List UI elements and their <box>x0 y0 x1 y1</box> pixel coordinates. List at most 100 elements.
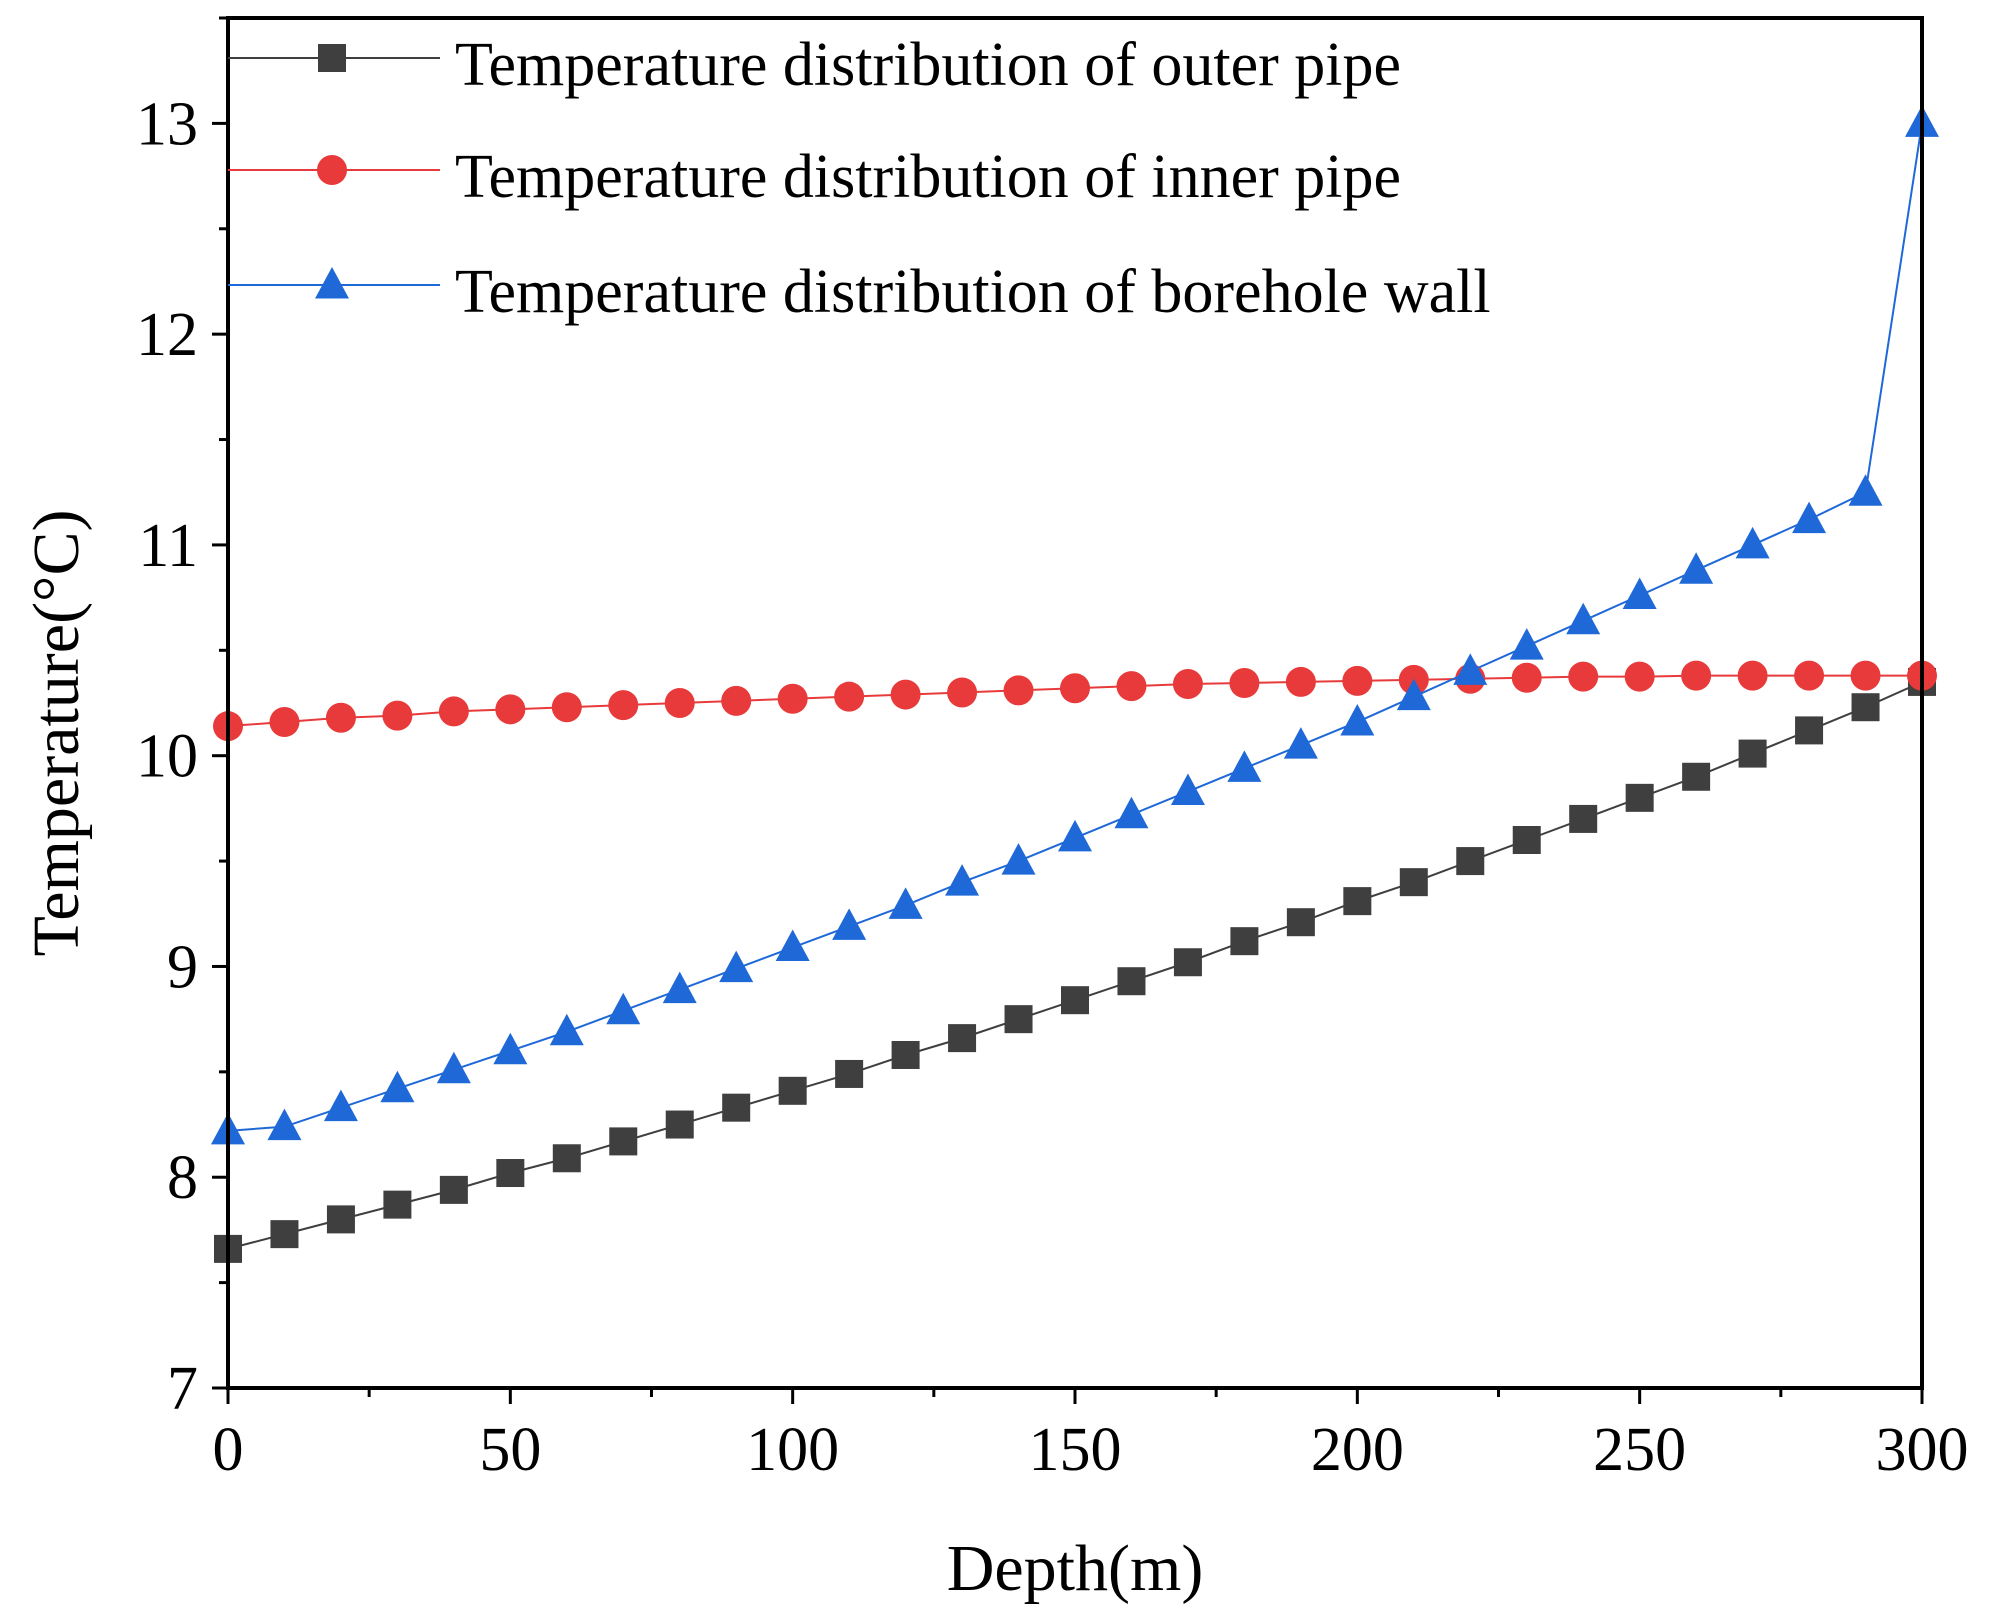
data-point <box>609 1127 638 1156</box>
data-point <box>1682 762 1711 791</box>
data-point <box>1456 847 1485 876</box>
data-point <box>1285 666 1316 697</box>
legend-marker <box>315 267 349 299</box>
legend-item: Temperature distribution of inner pipe <box>228 143 1401 211</box>
data-point <box>664 688 695 718</box>
data-point <box>1850 660 1881 691</box>
x-tick-label: 300 <box>1876 1416 1969 1484</box>
data-point <box>1229 667 1260 698</box>
data-point <box>269 706 300 737</box>
data-point <box>891 1040 920 1069</box>
y-tick-label: 10 <box>136 723 198 791</box>
data-point <box>380 1070 415 1103</box>
data-point <box>382 700 413 731</box>
data-point <box>1735 526 1770 559</box>
data-point <box>436 1051 471 1084</box>
x-tick-label: 150 <box>1029 1416 1122 1484</box>
data-point <box>1396 678 1431 711</box>
data-point <box>1848 474 1883 506</box>
data-point <box>1569 804 1598 833</box>
data-point <box>1622 577 1657 610</box>
data-point <box>1738 739 1767 768</box>
data-point <box>1172 669 1203 700</box>
data-point <box>888 887 923 919</box>
data-point <box>948 1024 977 1053</box>
data-point <box>438 696 469 727</box>
x-tick-label: 50 <box>479 1416 541 1484</box>
data-point <box>496 1159 525 1188</box>
data-point <box>267 1108 302 1141</box>
data-point <box>1286 908 1315 937</box>
x-tick-label: 250 <box>1593 1416 1686 1484</box>
data-point <box>608 690 639 721</box>
data-point <box>1170 773 1205 806</box>
data-point <box>1795 716 1824 745</box>
y-tick-label: 13 <box>136 90 198 158</box>
data-point <box>1566 602 1601 635</box>
data-point <box>1230 927 1259 956</box>
x-axis-ticks: 0 50 100 150 200 250 300 <box>213 1388 1969 1484</box>
data-point <box>947 677 978 708</box>
x-tick-label: 200 <box>1311 1416 1404 1484</box>
data-point <box>495 694 526 725</box>
data-point <box>719 950 754 983</box>
data-point <box>1342 665 1373 696</box>
data-point <box>1453 653 1488 685</box>
data-point <box>775 929 810 961</box>
data-point <box>1625 783 1654 812</box>
data-point <box>1568 661 1599 692</box>
data-point <box>1117 967 1146 996</box>
data-point <box>890 679 921 710</box>
y-axis-ticks: 7 8 9 10 11 12 13 <box>136 16 228 1423</box>
y-tick-label: 7 <box>167 1355 198 1423</box>
data-point <box>270 1220 299 1249</box>
legend-marker <box>317 155 347 185</box>
data-point <box>834 681 865 712</box>
data-point <box>1851 693 1880 722</box>
data-point <box>835 1059 864 1088</box>
data-point <box>662 971 697 1004</box>
legend-label: Temperature distribution of inner pipe <box>455 143 1401 211</box>
data-point <box>777 683 808 714</box>
data-point <box>549 1013 584 1046</box>
data-point <box>1343 887 1372 916</box>
x-tick-label: 0 <box>213 1416 244 1484</box>
legend-marker <box>318 44 346 72</box>
data-point <box>722 1093 751 1122</box>
y-axis-title: Temperature(°C) <box>20 510 93 957</box>
y-tick-label: 8 <box>167 1144 198 1212</box>
data-point <box>323 1089 358 1122</box>
data-point <box>1058 819 1092 852</box>
data-point <box>1511 662 1542 693</box>
x-tick-label: 100 <box>746 1416 839 1484</box>
y-tick-label: 9 <box>167 933 198 1001</box>
data-point <box>493 1032 528 1065</box>
data-point <box>1399 868 1428 897</box>
data-point <box>1283 727 1318 759</box>
data-point <box>1624 661 1655 692</box>
legend-item: Temperature distribution of outer pipe <box>228 31 1401 99</box>
y-tick-label: 11 <box>138 512 198 580</box>
data-point <box>665 1110 694 1139</box>
data-point <box>1003 675 1034 706</box>
data-point <box>1512 826 1541 854</box>
data-point <box>383 1190 412 1219</box>
data-point <box>1001 843 1036 875</box>
data-point <box>1340 703 1375 736</box>
data-point <box>552 1144 581 1173</box>
data-point <box>721 685 752 716</box>
data-point <box>1116 671 1147 702</box>
data-point <box>832 908 867 940</box>
y-tick-label: 12 <box>136 301 198 369</box>
data-point <box>1509 628 1544 660</box>
data-point <box>1227 750 1262 782</box>
data-point <box>326 1205 355 1234</box>
data-point <box>1794 660 1825 691</box>
data-point <box>1061 986 1089 1015</box>
data-point <box>945 864 980 896</box>
x-axis-title: Depth(m) <box>947 1532 1204 1605</box>
data-point <box>1060 673 1090 704</box>
data-point <box>1004 1005 1033 1034</box>
